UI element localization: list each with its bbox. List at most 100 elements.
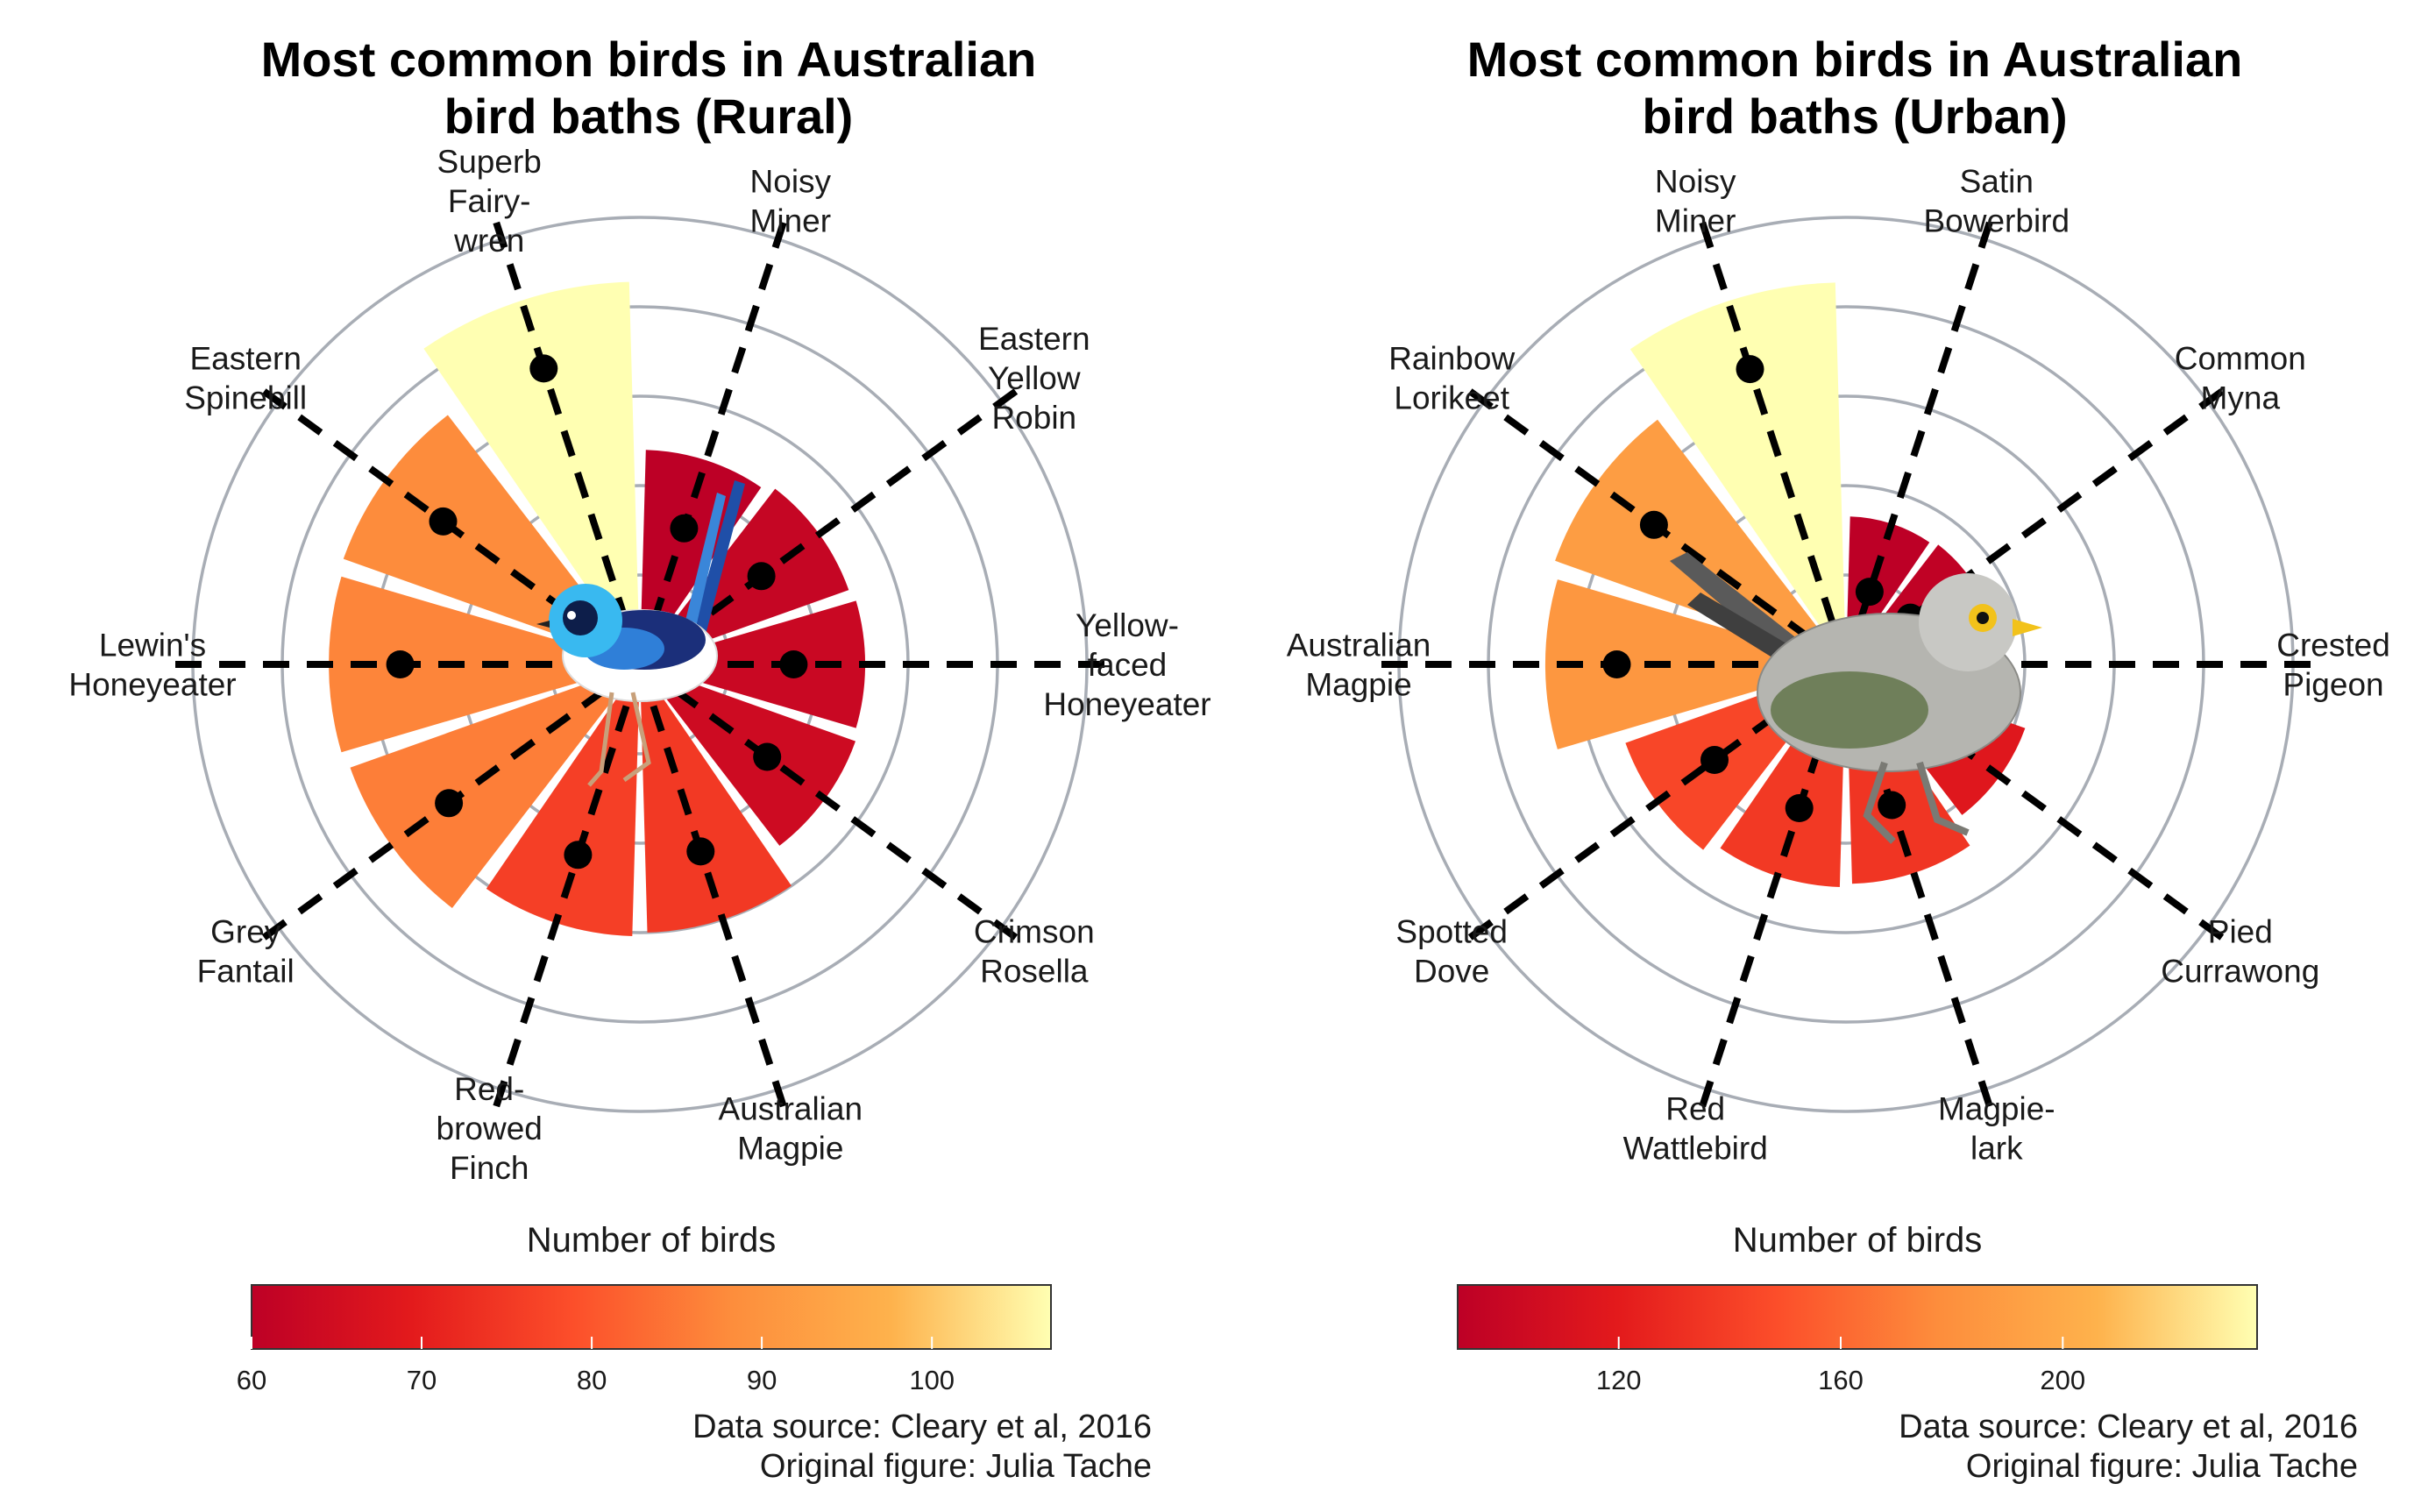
category-label-line: Common — [2175, 341, 2306, 377]
category-label-line: Yellow — [988, 360, 1081, 396]
category-label-line: Dove — [1414, 953, 1489, 989]
value-dot-eastern-spinebill — [429, 507, 458, 536]
category-label-spotted-dove: Spotted Dove — [1395, 913, 1508, 989]
value-dot-crimson-rosella — [753, 742, 782, 771]
chart-title-urban-line-1: Most common birds in Australian — [1467, 32, 2243, 87]
category-label-eastern-yellow-robin: Eastern Yellow Robin — [978, 321, 1090, 436]
category-label-line: Miner — [750, 203, 832, 239]
colorbar-tick-label: 200 — [2040, 1365, 2085, 1395]
superb-fairy-wren-image — [536, 480, 745, 787]
value-dot-australian-magpie — [686, 837, 715, 866]
category-label-line: Eastern — [978, 321, 1090, 357]
category-label-magpie-lark: Magpie-lark — [1938, 1090, 2055, 1166]
colorbar-urban — [1457, 1284, 2258, 1350]
colorbar-tick-label: 90 — [747, 1365, 777, 1395]
category-label-line: Noisy — [1655, 164, 1736, 200]
colorbar-tick-label: 120 — [1596, 1365, 1642, 1395]
category-label-line: lark — [1970, 1130, 2023, 1166]
category-label-line: Lewin's — [99, 628, 206, 664]
caption-credit-urban: Original figure: Julia Tache — [1966, 1448, 2358, 1485]
category-label-line: Currawong — [2161, 953, 2319, 989]
category-label-line: Pied — [2208, 913, 2273, 949]
needle-magpie-lark — [1842, 663, 1993, 1108]
category-label-line: Yellow- — [1076, 607, 1179, 643]
panel-rural: Most common birds in Australian bird bat… — [68, 32, 1210, 1485]
category-label-line: Fantail — [197, 953, 295, 989]
caption-source-rural: Data source: Cleary et al, 2016 — [692, 1409, 1152, 1445]
category-label-eastern-spinebill: Eastern Spinebill — [184, 341, 307, 416]
category-label-line: Crested — [2276, 628, 2390, 664]
category-label-line: Satin — [1960, 164, 2034, 200]
needle-common-myna — [1843, 388, 2225, 668]
category-label-red-browed-finch: Red-browed Finch — [437, 1071, 543, 1186]
category-label-australian-magpie: Australian Magpie — [1287, 628, 1431, 703]
category-label-line: Fairy- — [448, 183, 531, 219]
category-label-line: Magpie- — [1938, 1090, 2055, 1126]
colorbar-tick-label: 80 — [577, 1365, 607, 1395]
category-label-line: wren — [453, 223, 524, 259]
category-label-line: Lorikeet — [1394, 380, 1509, 416]
needle-satin-bowerbird — [1842, 221, 1993, 666]
needle-red-wattlebird — [1699, 663, 1849, 1108]
category-label-line: Crimson — [974, 913, 1095, 949]
category-label-common-myna: Common Myna — [2175, 341, 2306, 416]
category-label-noisy-miner: Noisy Miner — [1655, 164, 1736, 239]
category-label-line: Honeyeater — [1043, 686, 1210, 722]
chart-title-rural-line-1: Most common birds in Australian — [261, 32, 1037, 87]
colorbar-rural — [251, 1284, 1052, 1350]
category-label-noisy-miner: Noisy Miner — [750, 164, 832, 239]
category-label-line: Eastern — [189, 341, 302, 377]
bar-noisy-miner — [1629, 282, 1846, 664]
colorbar-ticks-rural: 60 70 80 90 100 — [237, 1337, 955, 1395]
value-dot-satin-bowerbird — [1855, 578, 1884, 607]
bar-crimson-rosella — [640, 664, 856, 846]
needle-superb-fairy-wren — [493, 221, 643, 666]
category-label-line: faced — [1088, 647, 1168, 683]
bar-superb-fairy-wren — [423, 281, 640, 664]
category-label-australian-magpie: Australian Magpie — [719, 1090, 863, 1166]
colorbar-ticks-urban: 120 160 200 — [1596, 1337, 2085, 1395]
category-label-line: Rainbow — [1388, 341, 1515, 377]
needle-crimson-rosella — [637, 661, 1019, 941]
chart-title-urban-line-2: bird baths (Urban) — [1642, 89, 2067, 144]
bar-australian-magpie — [640, 664, 792, 933]
category-label-line: Magpie — [737, 1130, 843, 1166]
category-label-crimson-rosella: Crimson Rosella — [974, 913, 1095, 989]
category-label-line: Miner — [1655, 203, 1736, 239]
value-dot-red-wattlebird — [1785, 794, 1814, 822]
category-label-line: Myna — [2201, 380, 2281, 416]
category-label-red-wattlebird: Red Wattlebird — [1623, 1090, 1768, 1166]
category-label-line: Pigeon — [2283, 667, 2383, 703]
needle-australian-magpie — [636, 663, 787, 1108]
legend-title-urban: Number of birds — [1733, 1221, 1983, 1260]
bar-red-browed-finch — [486, 664, 640, 936]
panel-urban: Most common birds in Australian bird bat… — [1287, 32, 2390, 1485]
bar-grey-fantail — [350, 664, 640, 908]
needle-noisy-miner — [1699, 221, 1849, 666]
category-label-line: Red — [1665, 1090, 1725, 1126]
category-label-line: Wattlebird — [1623, 1130, 1768, 1166]
value-dot-lewin-s-honeyeater — [386, 650, 415, 678]
bar-rainbow-lorikeet — [1555, 419, 1846, 664]
category-label-line: Robin — [991, 400, 1076, 436]
category-label-line: Finch — [450, 1150, 529, 1186]
category-label-line: Bowerbird — [1924, 203, 2070, 239]
noisy-miner-image — [1670, 552, 2042, 844]
needle-eastern-yellow-robin — [637, 388, 1019, 668]
colorbar-tick-label: 70 — [407, 1365, 437, 1395]
category-label-line: Grey — [210, 913, 281, 949]
value-dot-superb-fairy-wren — [529, 354, 558, 383]
colorbar-tick-label: 160 — [1818, 1365, 1864, 1395]
category-label-pied-currawong: Pied Currawong — [2161, 913, 2319, 989]
value-dot-grey-fantail — [435, 789, 464, 818]
category-label-line: Spinebill — [184, 380, 307, 416]
value-dot-australian-magpie — [1602, 650, 1631, 678]
value-dot-rainbow-lorikeet — [1639, 510, 1668, 539]
value-dot-yellow-faced-honeyeater — [779, 650, 808, 678]
caption-source-urban: Data source: Cleary et al, 2016 — [1899, 1409, 2358, 1445]
category-label-line: Australian — [719, 1090, 863, 1126]
colorbar-tick-label: 100 — [909, 1365, 955, 1395]
category-label-line: Honeyeater — [68, 667, 236, 703]
value-dot-noisy-miner — [670, 514, 699, 543]
